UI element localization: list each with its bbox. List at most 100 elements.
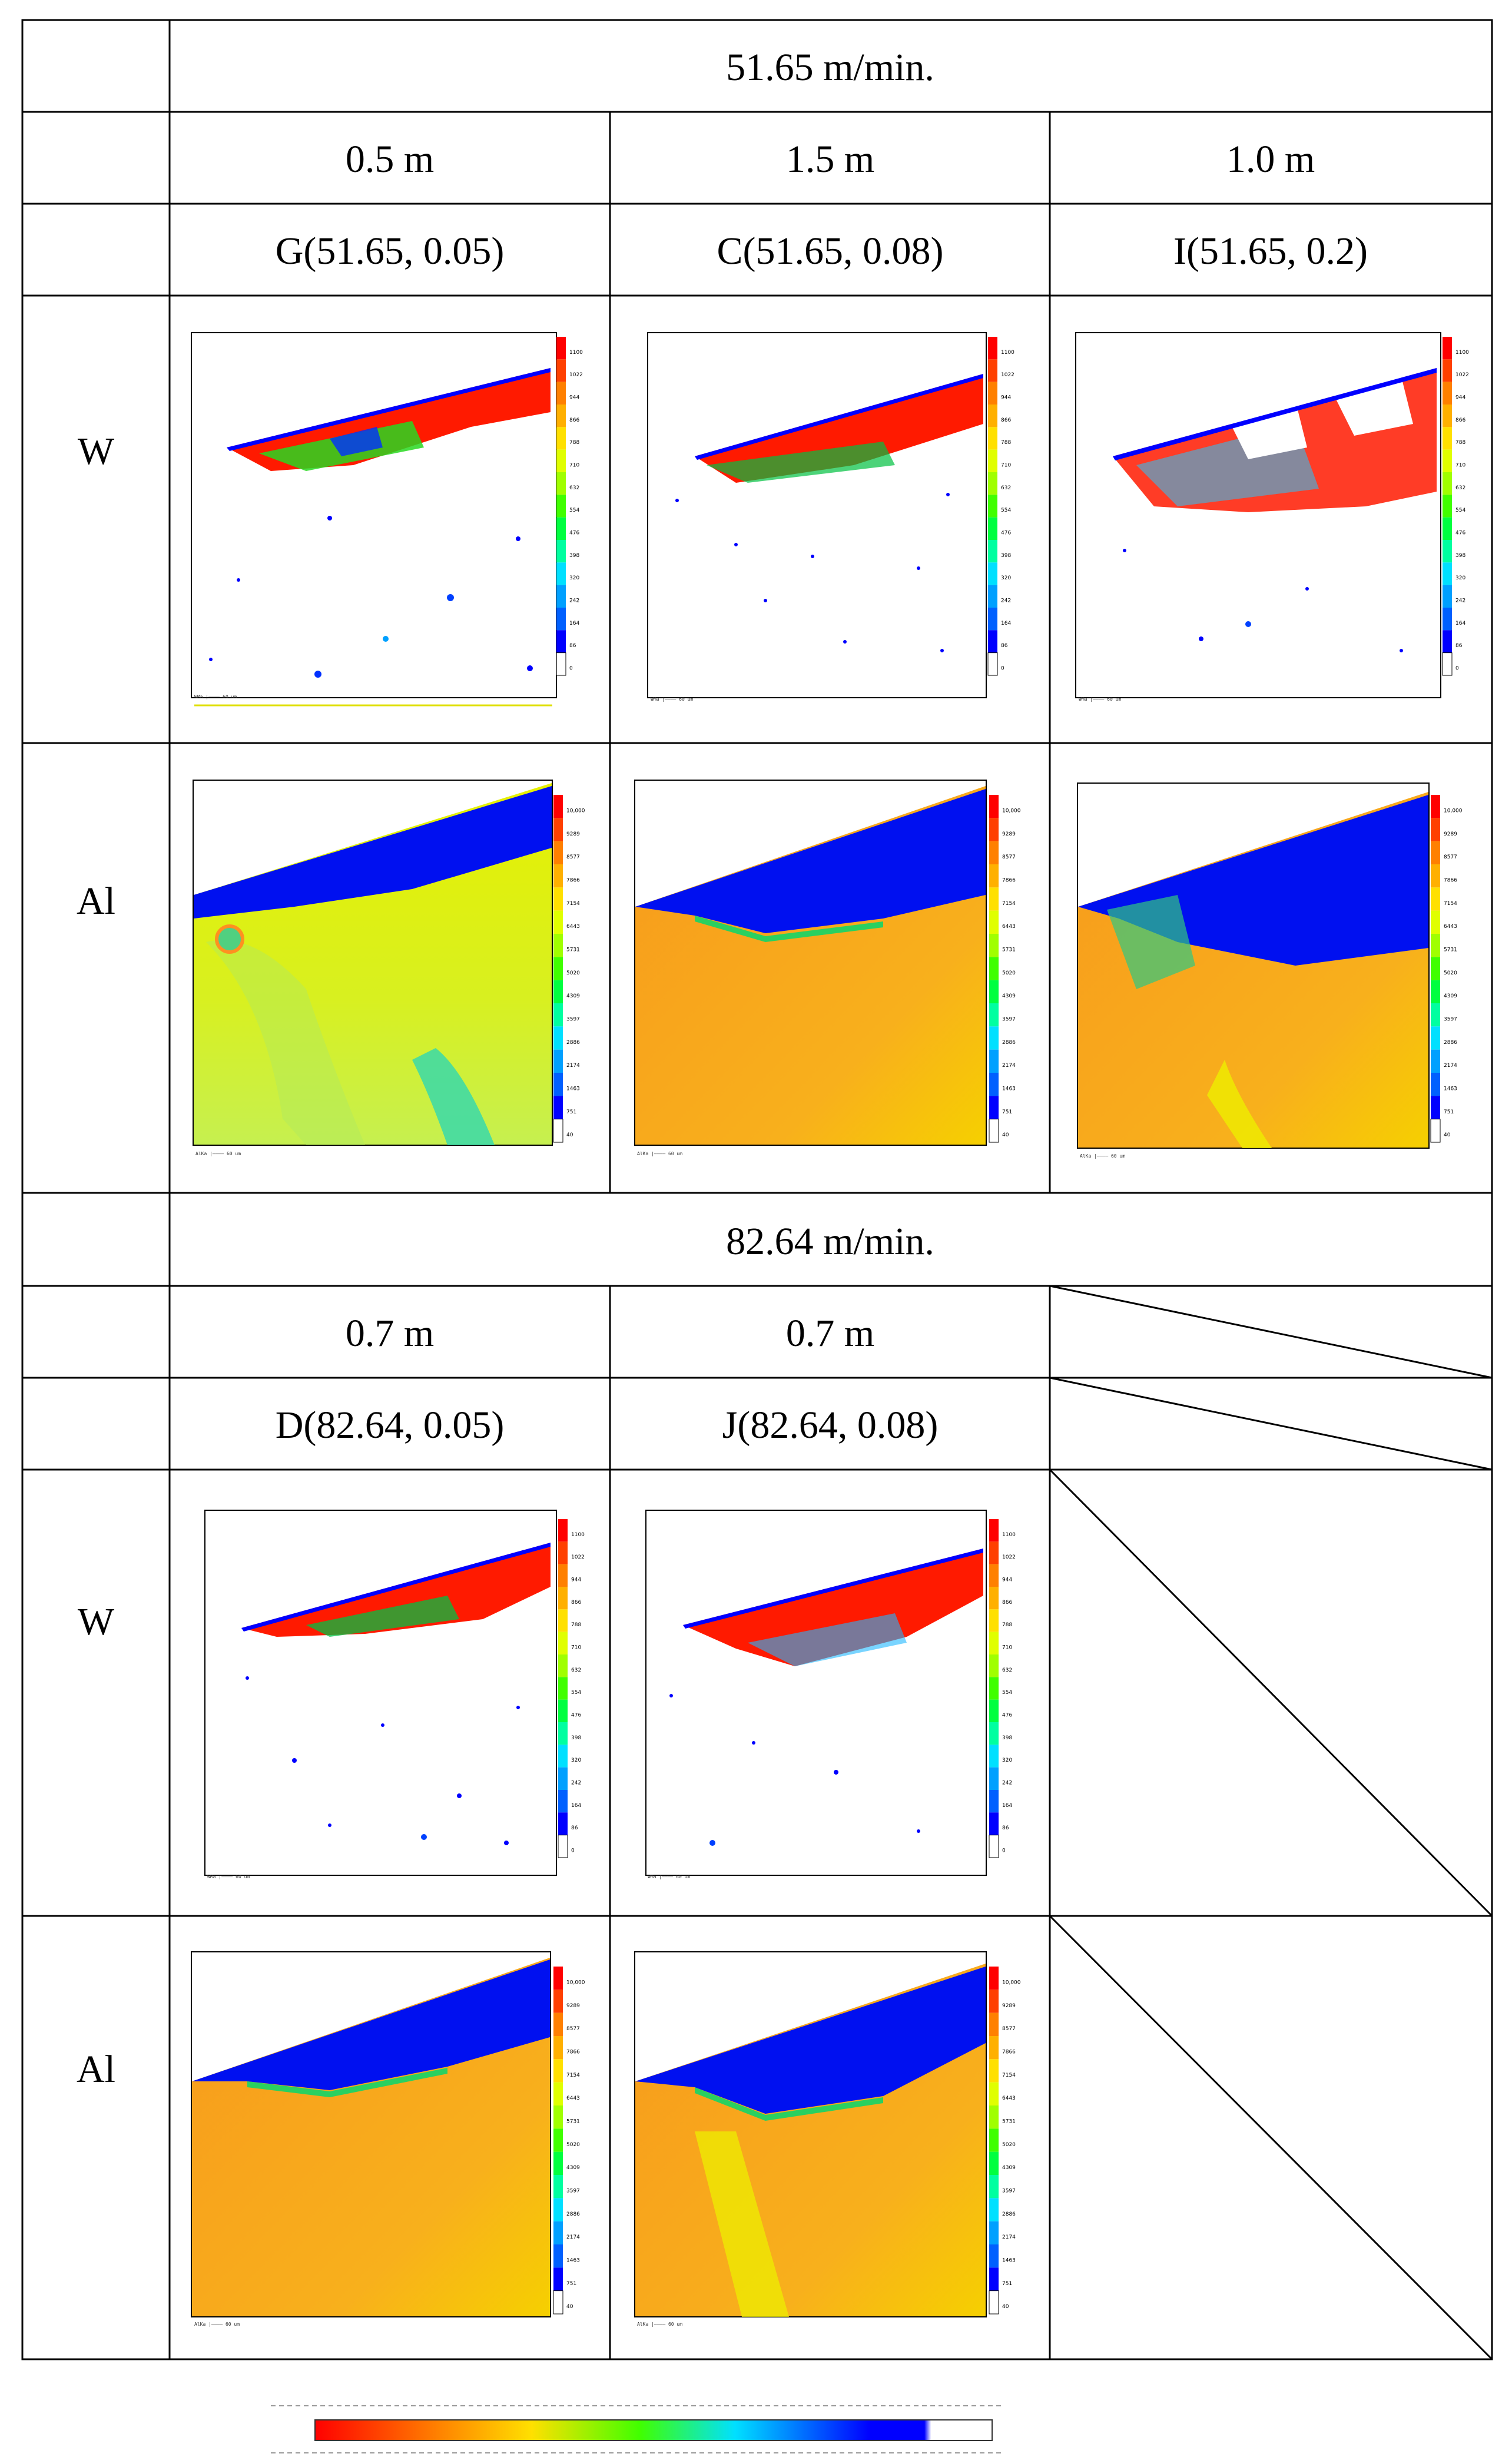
- row-label-al-1: Al: [77, 880, 115, 923]
- scale-swatch: [553, 2059, 563, 2083]
- scale-label: 6443: [566, 2095, 580, 2101]
- condition-g: G(51.65, 0.05): [276, 230, 505, 273]
- speed-header-1: 51.65 m/min.: [726, 46, 934, 89]
- scale-label: 4309: [1002, 2165, 1016, 2171]
- scale-label: 9289: [566, 831, 580, 837]
- scale-label: 710: [569, 462, 579, 468]
- scale-label: 710: [1455, 462, 1465, 468]
- scale-label: 866: [1455, 417, 1465, 423]
- scale-swatch: [556, 562, 566, 585]
- scale-label: 2174: [566, 2234, 580, 2240]
- scale-swatch: [1443, 608, 1452, 631]
- scale-swatch: [989, 864, 999, 888]
- scale-label: 0: [571, 1848, 575, 1853]
- scale-swatch: [989, 1564, 999, 1587]
- scale-swatch: [553, 2198, 563, 2221]
- scale-label: 2174: [1002, 1063, 1016, 1069]
- scale-label: 242: [571, 1780, 581, 1786]
- scale-swatch: [558, 1767, 568, 1790]
- scale-swatch: [989, 1519, 999, 1542]
- scale-swatch: [1431, 934, 1440, 957]
- scale-label: 3597: [1444, 1017, 1457, 1023]
- scale-label: 476: [1001, 530, 1011, 536]
- scale-label: 9289: [1444, 831, 1457, 837]
- scale-swatch: [553, 2036, 563, 2060]
- scale-label: 5020: [1444, 970, 1457, 976]
- distance-d: 0.7 m: [346, 1312, 434, 1355]
- scale-swatch: [989, 1587, 999, 1610]
- al-map-j: [634, 1951, 987, 2317]
- scale-label: 1463: [566, 2258, 580, 2264]
- condition-c: C(51.65, 0.08): [717, 230, 944, 273]
- scale-swatch: [553, 2151, 563, 2175]
- scale-swatch: [553, 2267, 563, 2291]
- map-caption: WMa |———— 60 um: [1079, 697, 1121, 702]
- map-caption: AlKa |———— 60 um: [637, 2322, 682, 2327]
- scale-swatch: [989, 910, 999, 934]
- scale-swatch: [556, 427, 566, 450]
- scale-swatch: [989, 980, 999, 1003]
- scale-swatch: [556, 404, 566, 427]
- scale-swatch: [556, 630, 566, 653]
- scale-label: 1463: [566, 1086, 580, 1092]
- scale-label: 1463: [1002, 1086, 1016, 1092]
- scale-label: 320: [1001, 575, 1011, 581]
- scale-label: 1463: [1444, 1086, 1457, 1092]
- scale-swatch: [556, 585, 566, 608]
- scale-swatch: [1443, 359, 1452, 382]
- scale-swatch: [1443, 585, 1452, 608]
- scale-swatch: [553, 2175, 563, 2199]
- scale-swatch: [556, 495, 566, 518]
- scale-swatch: [553, 864, 563, 888]
- scale-label: 788: [1455, 440, 1465, 446]
- scale-swatch: [556, 540, 566, 563]
- scale-label: 1022: [569, 372, 583, 378]
- scale-swatch: [1431, 957, 1440, 980]
- scale-label: 8577: [1002, 854, 1016, 860]
- scale-swatch: [553, 2128, 563, 2152]
- scale-swatch: [989, 2059, 999, 2083]
- scale-swatch: [1443, 449, 1452, 472]
- scale-label: 1022: [571, 1554, 585, 1560]
- scale-swatch: [556, 517, 566, 540]
- scale-swatch: [1431, 910, 1440, 934]
- scale-swatch: [988, 359, 997, 382]
- scale-swatch: [553, 1026, 563, 1050]
- scale-swatch: [989, 2128, 999, 2152]
- map-caption: WMa |———— 60 um: [207, 1874, 250, 1879]
- scale-label: 5020: [566, 2142, 580, 2148]
- scale-swatch: [553, 2012, 563, 2036]
- scale-label: 242: [1455, 598, 1465, 604]
- scale-legends: 1100 1022 944 866 788 710 632 554 476 398 320 242 16…: [194, 337, 1469, 2327]
- scale-label: 10,000: [1444, 808, 1463, 814]
- scale-swatch: [989, 1632, 999, 1654]
- distance-g: 0.5 m: [346, 138, 434, 181]
- scale-label: 7154: [1444, 901, 1457, 907]
- scale-label: 3597: [1002, 1017, 1016, 1023]
- scale-label: 86: [1455, 643, 1463, 649]
- scale-label: 710: [571, 1644, 581, 1650]
- scale-swatch: [989, 2012, 999, 2036]
- scale-label: 866: [1002, 1600, 1012, 1606]
- scale-swatch: [553, 957, 563, 980]
- scale-label: 632: [1002, 1667, 1012, 1673]
- scale-label: 164: [571, 1803, 581, 1809]
- scale-label: 242: [569, 598, 579, 604]
- scale-label: 751: [566, 1109, 576, 1115]
- scale-swatch: [989, 1026, 999, 1050]
- scale-label: 944: [1001, 394, 1011, 400]
- scale-label: 86: [569, 643, 576, 649]
- scale-label: 944: [571, 1577, 581, 1583]
- scale-label: 9289: [1002, 831, 1016, 837]
- scale-label: 398: [1001, 553, 1011, 559]
- scale-label: 2174: [1444, 1063, 1457, 1069]
- scale-label: 866: [1001, 417, 1011, 423]
- scale-swatch: [988, 449, 997, 472]
- scale-label: 1022: [1002, 1554, 1016, 1560]
- scale-swatch: [988, 427, 997, 450]
- scale-label: 554: [1455, 508, 1465, 513]
- scale-label: 5731: [566, 2119, 580, 2125]
- scale-swatch: [1431, 1003, 1440, 1027]
- scale-swatch: [989, 2175, 999, 2199]
